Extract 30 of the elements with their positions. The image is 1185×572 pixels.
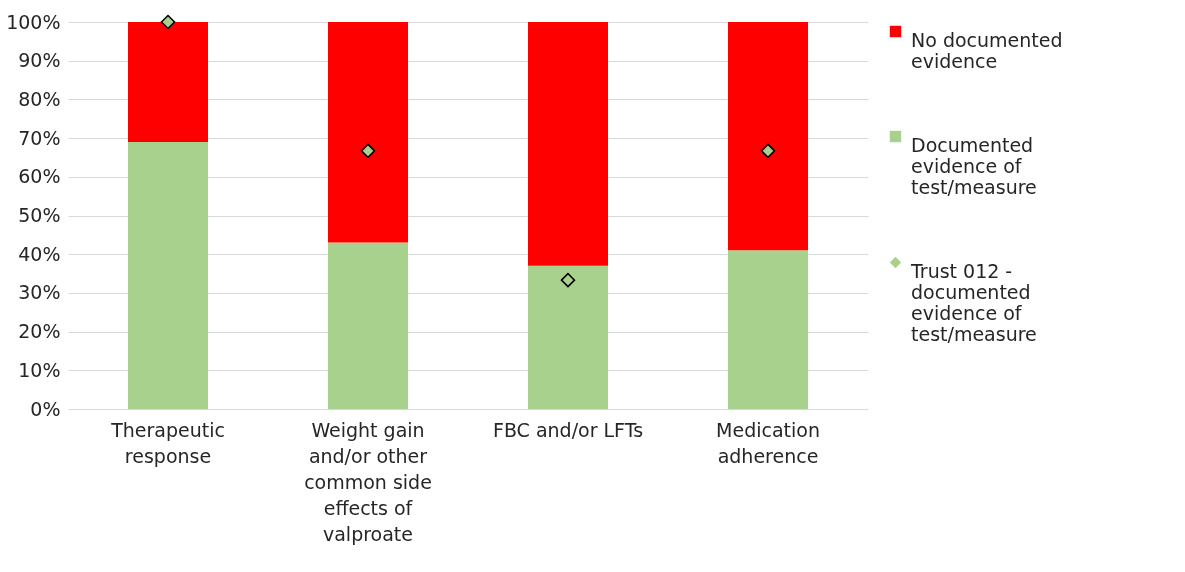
y-tick-label: 90% xyxy=(18,49,61,72)
legend-label: No documented evidence xyxy=(911,28,1063,72)
y-tick-label: 70% xyxy=(18,126,61,149)
y-tick-label: 100% xyxy=(6,10,61,33)
y-tick-label: 0% xyxy=(30,397,61,420)
y-tick-label: 10% xyxy=(18,358,61,381)
y-tick-label: 60% xyxy=(18,165,61,188)
bar xyxy=(128,141,208,409)
x-tick-label: Weight gain and/or other common side effects of valproate xyxy=(304,418,432,545)
y-tick-label: 80% xyxy=(18,87,61,110)
y-tick-label: 50% xyxy=(18,204,61,226)
x-tick-label: Therapeutic response xyxy=(110,418,225,467)
y-tick-label: 40% xyxy=(18,242,61,265)
bar xyxy=(128,22,208,142)
bar xyxy=(328,242,408,409)
x-tick-label: Medication adherence xyxy=(716,418,820,467)
bar xyxy=(328,22,408,243)
legend-label: Trust 012 - documented evidence of test/measure xyxy=(910,259,1037,345)
bar xyxy=(728,22,808,251)
bar xyxy=(528,265,608,409)
x-tick-label: FBC and/or LFTs xyxy=(492,418,644,441)
bar xyxy=(528,22,608,266)
point xyxy=(160,14,176,30)
point xyxy=(760,143,776,159)
point xyxy=(560,272,576,288)
point xyxy=(360,143,376,159)
y-tick-label: 20% xyxy=(18,320,61,343)
y-tick-label: 30% xyxy=(18,281,61,304)
legend-label: Documented evidence of test/measure xyxy=(911,133,1037,198)
bar xyxy=(728,250,808,409)
